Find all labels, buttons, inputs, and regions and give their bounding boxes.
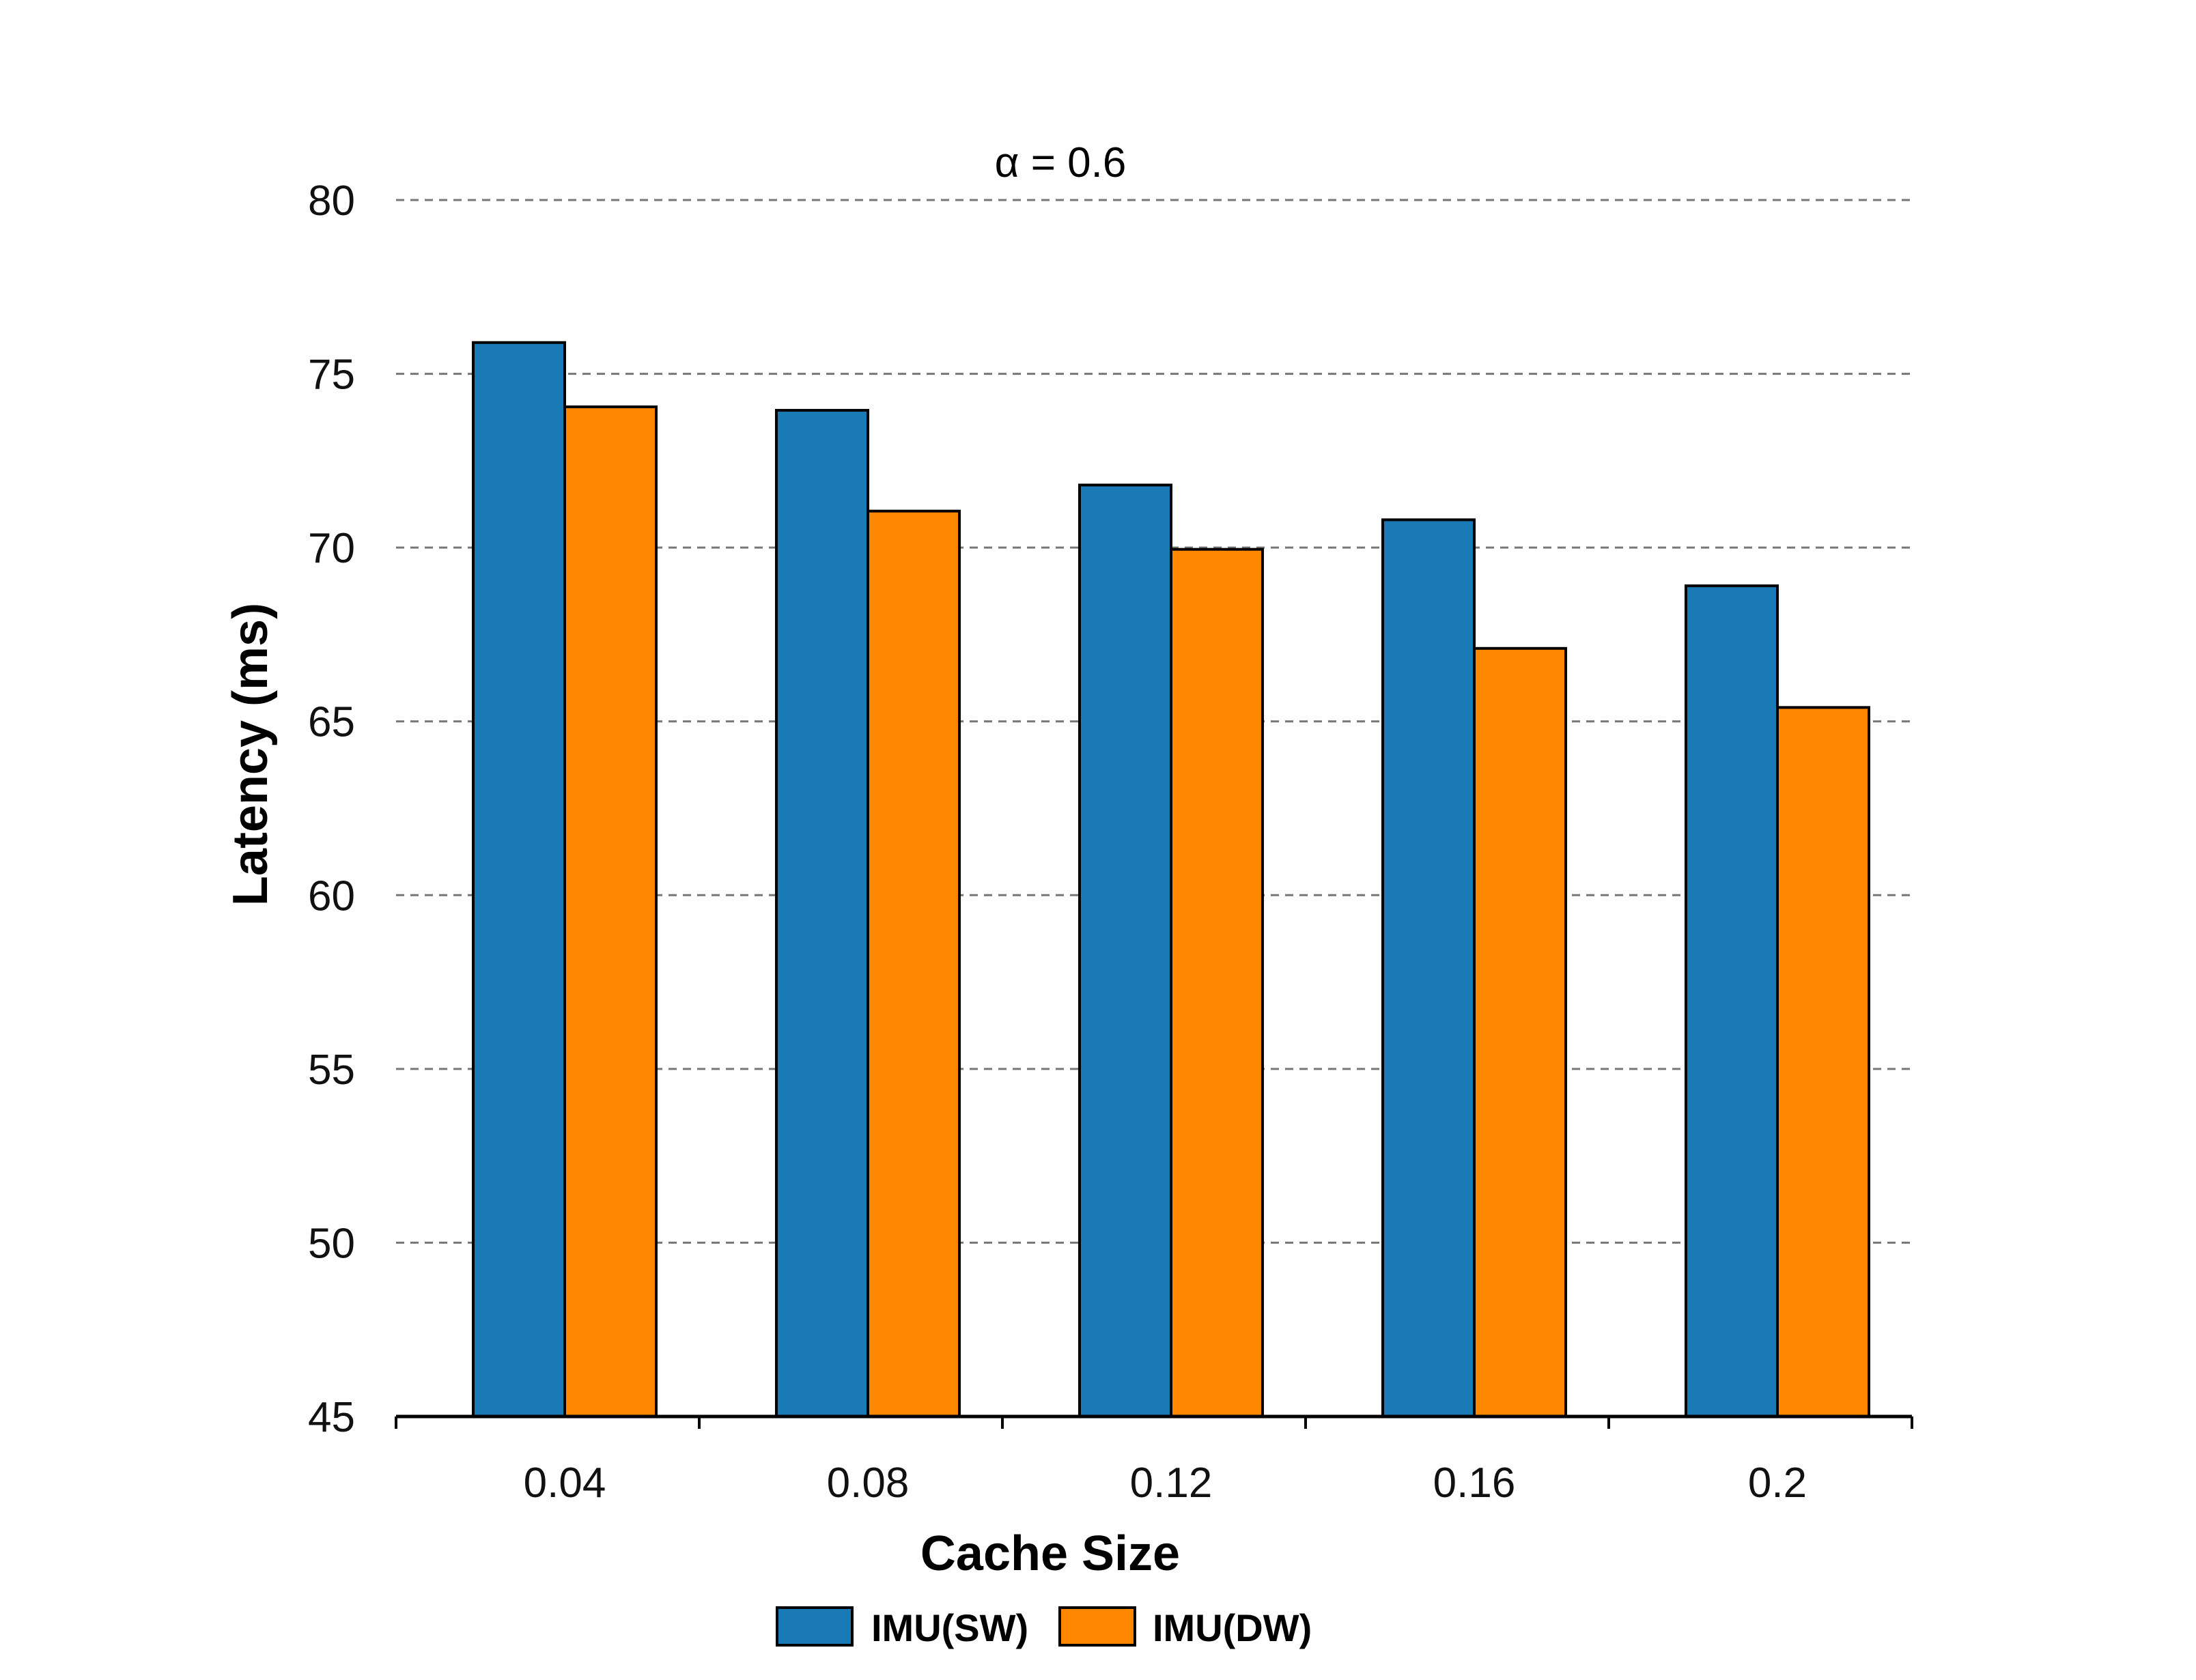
bar-imu-sw bbox=[1381, 518, 1476, 1419]
x-tick-label: 0.08 bbox=[827, 1460, 910, 1507]
legend: IMU(SW) IMU(DW) bbox=[776, 1606, 1312, 1649]
bar-imu-dw bbox=[1776, 706, 1870, 1418]
y-tick-label: 60 bbox=[308, 872, 355, 920]
y-tick-label: 65 bbox=[308, 699, 355, 746]
x-tick-labels: 0.04 0.08 0.12 0.16 0.2 bbox=[524, 1460, 1807, 1507]
legend-label-imu-sw: IMU(SW) bbox=[871, 1606, 1028, 1649]
bar-imu-sw bbox=[775, 409, 869, 1419]
y-axis-title: Latency (ms) bbox=[223, 603, 278, 906]
y-tick-label: 70 bbox=[308, 525, 355, 572]
legend-swatch-imu-sw bbox=[776, 1606, 854, 1647]
x-tick-label: 0.04 bbox=[524, 1460, 606, 1507]
bars bbox=[472, 341, 1870, 1419]
y-tick-label: 50 bbox=[308, 1220, 355, 1267]
axes bbox=[395, 1414, 1913, 1429]
y-tick-label: 80 bbox=[308, 177, 355, 225]
gridlines bbox=[396, 199, 1912, 1244]
bar-imu-sw bbox=[1685, 584, 1779, 1418]
bar-imu-dw bbox=[563, 405, 658, 1419]
y-tick-labels: 45 50 55 60 65 70 75 80 bbox=[308, 177, 355, 1441]
chart-subtitle: α = 0.6 bbox=[995, 139, 1127, 186]
bar-imu-sw bbox=[472, 341, 566, 1419]
legend-label-imu-dw: IMU(DW) bbox=[1153, 1606, 1312, 1649]
x-axis-title: Cache Size bbox=[920, 1526, 1180, 1581]
x-tick-label: 0.16 bbox=[1433, 1460, 1516, 1507]
y-tick-label: 75 bbox=[308, 352, 355, 399]
bar-imu-dw bbox=[1473, 646, 1567, 1418]
bar-imu-sw bbox=[1078, 483, 1172, 1418]
y-tick-label: 45 bbox=[308, 1394, 355, 1441]
x-tick-label: 0.12 bbox=[1130, 1460, 1213, 1507]
bar-imu-dw bbox=[867, 509, 961, 1418]
bar-imu-dw bbox=[1170, 547, 1264, 1418]
x-tick-label: 0.2 bbox=[1748, 1460, 1807, 1507]
y-tick-label: 55 bbox=[308, 1047, 355, 1094]
legend-swatch-imu-dw bbox=[1058, 1606, 1136, 1647]
